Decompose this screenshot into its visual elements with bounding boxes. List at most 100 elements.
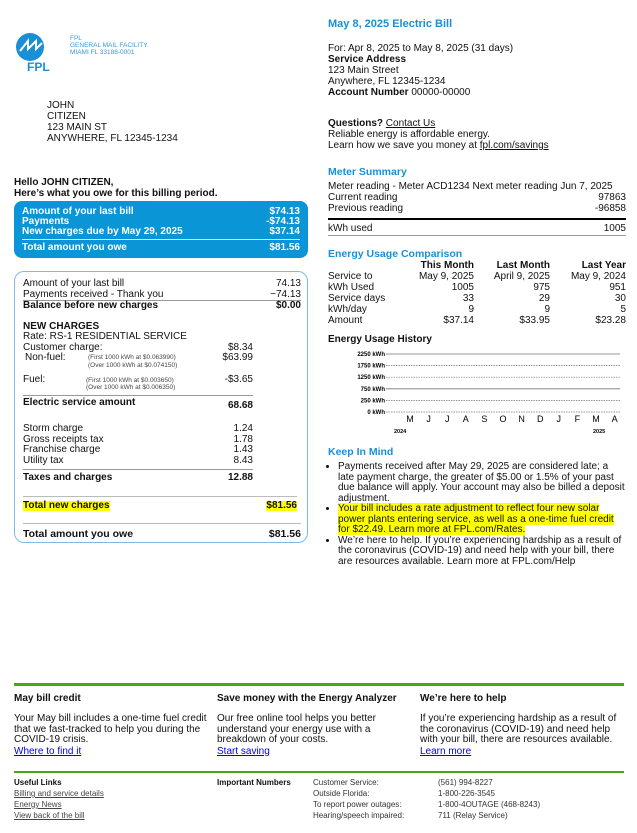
comparison-value: 1005 (451, 282, 474, 293)
month-label: J (557, 414, 562, 424)
comparison-value: 951 (609, 282, 626, 293)
y-tick-label: 750 kWh (361, 387, 386, 393)
start-saving-link[interactable]: Start saving (217, 745, 270, 757)
comparison-label: Amount (328, 315, 363, 326)
comparison-row: Amount $37.14 $33.95 $23.28 (328, 315, 626, 326)
detail-value: 74.13 (275, 278, 301, 289)
month-label: A (463, 414, 469, 424)
detail-label: Balance before new charges (23, 300, 159, 311)
sender-line: MIAMI FL 33188-0001 (70, 49, 135, 56)
contact-us-link[interactable]: Contact Us (385, 118, 436, 129)
recipient-line: 123 MAIN ST (47, 122, 108, 133)
rate-tier: (First 1000 kWh at $0.003650) (86, 377, 174, 384)
detail-value: $8.34 (227, 341, 253, 353)
month-label: J (426, 414, 431, 424)
detail-label: Utility tax (23, 454, 64, 466)
comparison-value: 30 (614, 293, 626, 304)
promo-title: Save money with the Energy Analyzer (217, 693, 397, 704)
important-numbers: Customer Service: (561) 994-8227 Outside F… (313, 777, 540, 821)
detail-label: Payments received - Thank you (23, 288, 164, 300)
phone-label: Outside Florida: (313, 789, 370, 798)
where-to-find-it-link[interactable]: Where to find it (14, 745, 82, 757)
taxes-total-row: Taxes and charges 12.88 (23, 469, 253, 484)
summary-row: Amount of your last bill $74.13 (22, 207, 300, 217)
recipient-line: ANYWHERE, FL 12345-1234 (47, 133, 178, 144)
y-tick-label: 0 kWh (367, 410, 385, 416)
tax-row: Franchise charge 1.43 (23, 444, 253, 456)
detail-label: Amount of your last bill (23, 278, 125, 289)
promo-divider (14, 683, 624, 686)
detail-value: $63.99 (222, 352, 253, 363)
phone-number-row: Hearing/speech impaired: 711 (Relay Servi… (313, 810, 540, 821)
column-header: Last Year (581, 260, 626, 271)
highlighted-notice: Your bill includes a rate adjustment to … (338, 503, 614, 535)
total-label: Total amount you owe (22, 242, 127, 253)
promo-bill-credit: May bill credit Your May bill includes a… (14, 693, 217, 757)
phone-number-row: Outside Florida: 1-800-226-3545 (313, 788, 540, 799)
greeting: Hello JOHN CITIZEN, Here’s what you owe … (14, 177, 218, 199)
keep-in-mind-item: Your bill includes a rate adjustment to … (338, 503, 626, 536)
energy-news-link[interactable]: Energy News (14, 800, 62, 809)
recipient-line: CITIZEN (47, 111, 86, 122)
customer-charge-row: Customer charge: $8.34 (23, 341, 253, 354)
detail-value: 68.68 (227, 400, 253, 411)
phone-value: 1-800-4OUTAGE (468-8243) (438, 800, 541, 809)
tax-row: Utility tax 8.43 (23, 454, 253, 467)
year-label: 2025 (593, 429, 605, 435)
recipient-line: JOHN (47, 100, 75, 111)
back-of-bill-link[interactable]: View back of the bill (14, 811, 85, 820)
comparison-title: Energy Usage Comparison (328, 248, 463, 260)
meter-label: Current reading (328, 192, 398, 203)
summary-value: $37.14 (269, 226, 300, 237)
comparison-value: $33.95 (519, 315, 550, 326)
savings-link[interactable]: fpl.com/savings (479, 140, 549, 151)
recipient-address: JOHN CITIZEN 123 MAIN ST ANYWHERE, FL 12… (47, 100, 178, 144)
comparison-value: $23.28 (595, 315, 626, 326)
learn-more-link[interactable]: Learn more (420, 745, 472, 757)
comparison-label: kWh Used (328, 282, 375, 293)
keep-in-mind-item: Payments received after May 29, 2025 are… (338, 461, 626, 504)
usage-history-chart: 2250 kWh 1750 kWh 1250 kWh 750 kWh 250 kWh 0 … (357, 352, 620, 435)
promo-body: Our free online tool helps you better un… (217, 713, 376, 745)
service-address-line: Anywhere, FL 12345-1234 (328, 76, 446, 87)
amount-summary-box: Amount of your last bill $74.13 Payments -… (14, 201, 308, 258)
bill-header: May 8, 2025 Electric Bill For: Apr 8, 20… (328, 18, 626, 152)
fpl-logo-icon: FPL (16, 33, 50, 74)
detail-value: $81.56 (266, 499, 297, 511)
detail-label: Total amount you owe (23, 528, 134, 540)
usage-history-title: Energy Usage History (328, 334, 432, 345)
summary-value: -$74.13 (266, 216, 300, 227)
bill-title: May 8, 2025 Electric Bill (328, 18, 453, 30)
phone-value: 711 (Relay Service) (438, 811, 508, 820)
comparison-value: May 9, 2024 (570, 271, 626, 282)
summary-label: Payments (22, 216, 70, 227)
y-tick-label: 250 kWh (361, 398, 386, 404)
comparison-label: Service to (328, 271, 373, 282)
questions-label: Questions? (328, 118, 384, 129)
comparison-value: 5 (620, 304, 626, 315)
billing-details-link[interactable]: Billing and service details (14, 789, 104, 798)
month-label: F (575, 414, 581, 424)
promo-body: Your May bill includes a one-time fuel c… (14, 713, 207, 745)
y-tick-label: 2250 kWh (357, 352, 385, 358)
promo-energy-analyzer: Save money with the Energy Analyzer Our … (217, 693, 420, 757)
detail-label: Franchise charge (23, 444, 101, 455)
tax-row: Storm charge 1.24 (23, 423, 253, 435)
important-numbers-title: Important Numbers (217, 778, 291, 787)
phone-label: To report power outages: (313, 800, 402, 809)
detail-value: −74.13 (270, 288, 301, 300)
detail-label: Non-fuel: (25, 352, 66, 363)
savings-text: Learn how we save you money at (328, 140, 477, 151)
comparison-value: 29 (538, 293, 550, 304)
detail-label: Taxes and charges (23, 472, 113, 483)
detail-label: Electric service amount (23, 397, 136, 408)
comparison-value: 9 (468, 304, 474, 315)
sender-line: FPL (70, 35, 82, 42)
meter-reading-line: Meter reading - Meter ACD1234 Next meter… (328, 181, 613, 192)
meter-value: 97863 (598, 192, 626, 203)
comparison-row: Service days 33 29 30 (328, 293, 626, 304)
sender-line: GENERAL MAIL FACILITY (70, 42, 148, 49)
detail-value: 8.43 (233, 454, 253, 466)
detail-value: 1.24 (233, 423, 253, 434)
detail-value: 1.43 (233, 444, 253, 455)
